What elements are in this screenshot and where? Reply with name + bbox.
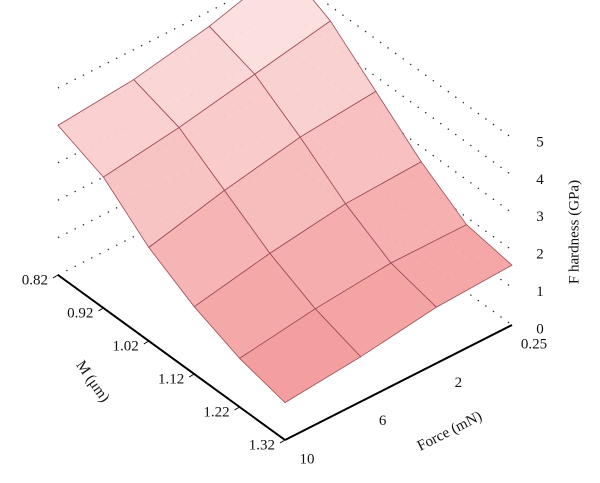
x-axis xyxy=(284,324,513,441)
z-tick-label: 2 xyxy=(536,247,544,263)
y-tick-label: 0.82 xyxy=(22,272,48,288)
x-tick-label: 6 xyxy=(379,413,387,429)
y-axis-label: M (μm) xyxy=(72,358,112,406)
z-tick-label: 3 xyxy=(536,209,544,225)
z-tick-label: 4 xyxy=(536,172,544,188)
y-tick xyxy=(143,340,150,345)
x-axis-label: Force (mN) xyxy=(415,408,485,454)
z-axis-label: F hardness (GPa) xyxy=(566,180,582,284)
z-tick-label: 5 xyxy=(536,134,544,150)
z-tick-label: 1 xyxy=(536,284,544,300)
x-tick-label: 10 xyxy=(300,451,315,467)
grid-line xyxy=(57,0,513,139)
y-tick xyxy=(52,274,59,279)
y-tick-label: 1.22 xyxy=(203,404,229,420)
y-tick-label: 1.12 xyxy=(158,371,184,387)
y-tick xyxy=(234,406,240,411)
z-tick-label: 0 xyxy=(536,321,544,337)
x-tick-label: 0.25 xyxy=(521,336,547,352)
y-tick xyxy=(98,307,104,312)
y-tick-label: 1.02 xyxy=(113,338,139,354)
y-tick xyxy=(279,439,286,444)
y-tick-label: 1.32 xyxy=(249,437,275,453)
surface-patch xyxy=(238,308,362,404)
y-tick-label: 0.92 xyxy=(67,305,93,321)
y-tick xyxy=(188,373,195,378)
x-tick-label: 2 xyxy=(455,375,463,391)
y-axis xyxy=(57,274,286,441)
grid-line xyxy=(57,159,513,326)
